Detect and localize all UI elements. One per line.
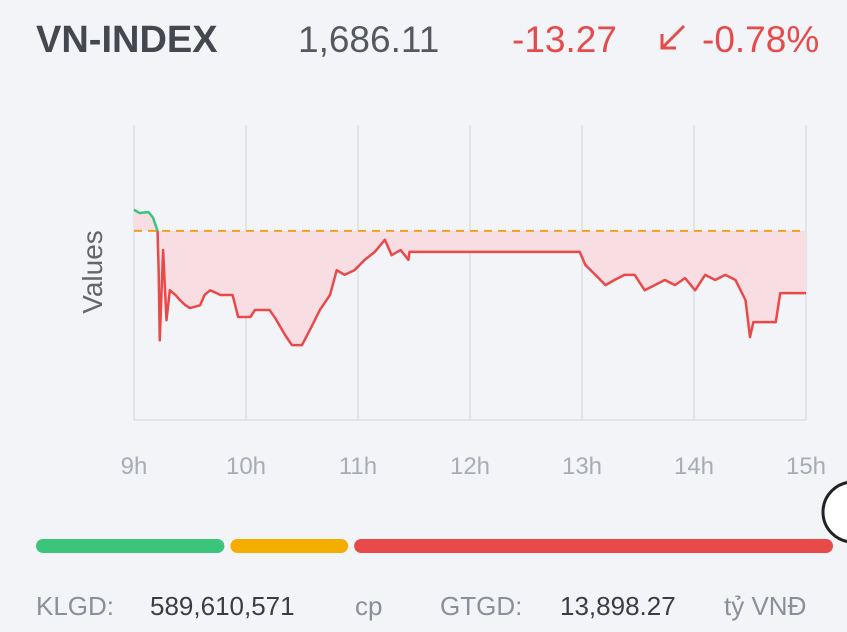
value: 13,898.27	[560, 591, 676, 621]
x-tick-label: 12h	[450, 453, 490, 480]
index-value: 1,686.11	[298, 19, 439, 60]
value-label: GTGD:	[440, 591, 522, 621]
breadth-bar	[230, 539, 349, 553]
y-axis-label: Values	[77, 230, 108, 314]
x-tick-label: 9h	[121, 453, 148, 480]
volume: 589,610,571	[150, 591, 295, 621]
price-line	[133, 208, 806, 347]
down-arrow-icon	[660, 24, 686, 50]
index-title: VN-INDEX	[36, 19, 218, 61]
area	[134, 209, 806, 346]
value-unit: tỷ VNĐ	[724, 591, 806, 621]
x-tick-label: 10h	[226, 453, 266, 480]
breadth-bar	[36, 539, 225, 553]
scroll-button[interactable]	[821, 481, 847, 543]
breadth-bar	[354, 539, 833, 553]
volume-label: KLGD:	[36, 591, 114, 621]
x-tick-label: 11h	[339, 453, 377, 480]
x-tick-label: 13h	[562, 453, 602, 480]
index-change-percent: -0.78%	[702, 19, 819, 60]
volume-unit: cp	[355, 591, 382, 621]
x-tick-label: 14h	[674, 453, 714, 480]
x-tick-label: 15h	[786, 453, 826, 480]
index-change: -13.27	[512, 19, 617, 60]
